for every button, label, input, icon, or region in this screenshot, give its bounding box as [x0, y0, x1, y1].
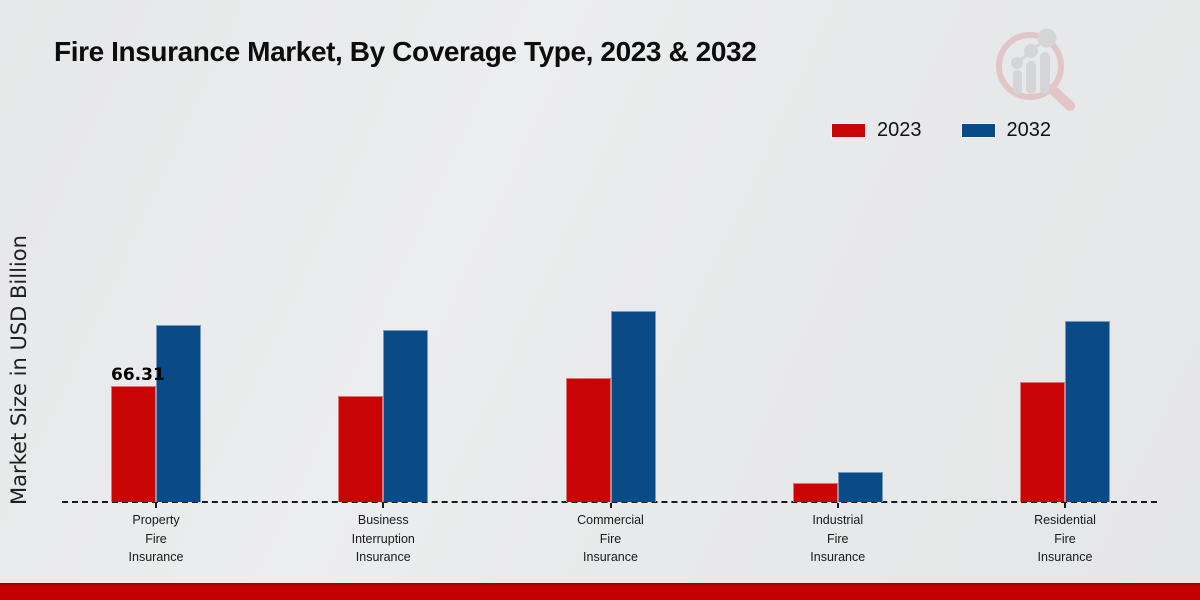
legend-swatch-2023: [831, 123, 866, 138]
legend-swatch-2032: [960, 123, 996, 138]
x-axis-label-line: Insurance: [128, 550, 184, 564]
x-axis-label-line: Property: [132, 513, 180, 527]
market-research-magnifier-logo-icon: [996, 28, 1075, 111]
x-axis-tick: [382, 503, 385, 508]
x-axis-label-line: Business: [357, 513, 409, 527]
bar-2032-residential-fire-insurance: [1065, 320, 1110, 502]
x-axis-label-line: Industrial: [812, 513, 864, 527]
x-axis-tick: [155, 503, 157, 508]
x-axis-label-line: Residential: [1034, 513, 1096, 527]
bar-2032-property-fire-insurance: [156, 324, 201, 502]
bar-2023-business-interruption-insurance: [338, 396, 384, 502]
x-axis-label-business-interruption-insurance: Business Interruption Insurance: [298, 511, 468, 567]
x-axis-label-commercial-fire-insurance: Commercial Fire Insurance: [526, 511, 696, 567]
x-axis-label-line: Insurance: [810, 550, 866, 564]
x-axis-tick: [1064, 503, 1066, 508]
legend-label-2023: 2023: [877, 119, 922, 141]
x-axis-tick: [609, 503, 612, 508]
legend-item-2032: 2032: [960, 119, 1052, 142]
bar-value-label: 66.31: [111, 364, 165, 385]
x-axis-label-line: Insurance: [583, 550, 638, 564]
x-axis-label-residential-fire-insurance: Residential Fire Insurance: [980, 511, 1150, 567]
x-axis-label-property-fire-insurance: Property Fire Insurance: [71, 511, 241, 567]
bar-2023-commercial-fire-insurance: [565, 377, 611, 502]
bar-2032-industrial-fire-insurance: [837, 472, 883, 502]
x-axis-label-line: Commercial: [577, 513, 644, 527]
legend-label-2032: 2032: [1006, 119, 1052, 141]
x-axis-label-line: Insurance: [1037, 550, 1093, 564]
x-axis-label-line: Fire: [599, 531, 622, 546]
legend: 2023 2032: [831, 119, 1052, 142]
x-axis-label-line: Insurance: [355, 550, 411, 564]
x-axis-baseline: [62, 501, 1157, 503]
chart-title: Fire Insurance Market, By Coverage Type,…: [54, 36, 757, 67]
bar-2023-residential-fire-insurance: [1020, 382, 1065, 502]
x-axis-label-line: Fire: [826, 531, 849, 546]
footer-accent-bar: [0, 583, 1200, 600]
x-axis-label-line: Fire: [1054, 531, 1076, 546]
bar-2023-property-fire-insurance: [111, 386, 156, 502]
x-axis-label-line: Interruption: [351, 531, 415, 546]
x-axis-tick: [836, 503, 839, 508]
x-axis-label-line: Fire: [145, 531, 167, 546]
legend-item-2023: 2023: [831, 119, 922, 142]
x-axis-label-industrial-fire-insurance: Industrial Fire Insurance: [753, 511, 923, 567]
bar-2032-business-interruption-insurance: [383, 330, 429, 502]
bar-2032-commercial-fire-insurance: [610, 310, 656, 502]
bar-2023-industrial-fire-insurance: [792, 482, 838, 502]
